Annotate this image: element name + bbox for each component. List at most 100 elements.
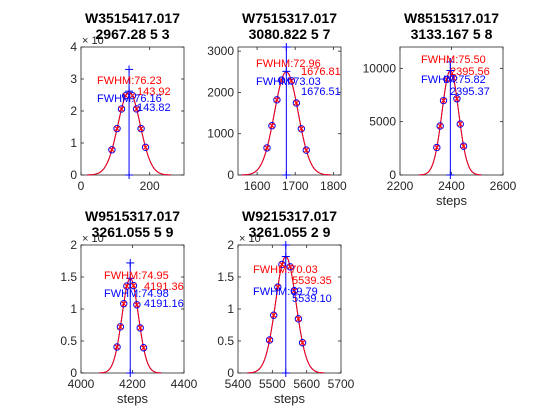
subplot-title: W9215317.017 <box>242 208 337 224</box>
red-data-point <box>270 312 277 319</box>
peak-position-blue-label: 4191.16 <box>144 298 184 310</box>
plus-marker <box>282 171 291 179</box>
fwhm-red-label: FWHM:76.23 <box>97 75 162 87</box>
red-data-point <box>274 284 281 290</box>
y-tick-label: 0 <box>70 168 77 182</box>
x-tick-label: 0 <box>78 179 85 193</box>
plus-marker <box>126 258 135 267</box>
peak-position-blue-label: 5539.10 <box>292 293 332 305</box>
red-data-point <box>288 77 295 84</box>
peak-position-blue-label: 1676.51 <box>301 86 341 98</box>
red-data-point <box>303 147 310 153</box>
red-data-point <box>266 337 273 343</box>
fwhm-red-label: FWHM:72.96 <box>256 58 321 70</box>
subplot-subtitle: 3133.167 5 8 <box>411 26 493 42</box>
plus-marker <box>126 369 135 377</box>
blue-data-point <box>137 124 145 133</box>
red-data-point <box>450 75 457 81</box>
red-data-point <box>444 76 450 83</box>
subplot-title: W9515317.017 <box>85 208 180 224</box>
red-data-point <box>129 92 136 99</box>
subplot-subtitle: 2967.28 5 3 <box>96 26 170 42</box>
plus-marker <box>446 171 455 179</box>
red-data-point <box>130 282 137 289</box>
y-tick-label: 5000 <box>369 115 396 129</box>
y-tick-label: 2 <box>70 104 77 118</box>
x-tick-label: 2600 <box>490 179 517 193</box>
plot-area <box>237 46 342 176</box>
x-tick-label: 1600 <box>244 179 271 193</box>
blue-data-point <box>298 339 307 347</box>
red-data-point <box>274 96 280 103</box>
plus-marker <box>281 252 290 261</box>
x-tick-label: 1700 <box>282 179 309 193</box>
peak-position-red-label: 5539.35 <box>292 275 332 287</box>
blue-data-point <box>456 120 464 128</box>
x-tick-label: 2200 <box>387 179 414 193</box>
red-data-point <box>264 145 270 151</box>
red-data-point <box>122 92 129 99</box>
y-tick-label: 1000 <box>207 127 234 141</box>
peak-position-red-label: 2395.56 <box>450 66 490 78</box>
blue-data-point <box>133 301 141 309</box>
red-data-point <box>133 106 140 112</box>
blue-data-point <box>294 315 303 323</box>
plus-marker <box>126 274 135 283</box>
y-tick-label: 0 <box>227 366 234 380</box>
fwhm-blue-label: FWHM:73.03 <box>256 76 321 88</box>
blue-data-point <box>116 323 125 331</box>
fwhm-blue-label: FWHM:69.79 <box>253 286 318 298</box>
y-tick-label: 3000 <box>207 44 234 58</box>
red-data-point <box>433 144 440 151</box>
x-axis-label: steps <box>274 391 306 406</box>
subplot-subtitle: 3261.055 2 9 <box>249 224 331 240</box>
peak-position-blue-label: 143.82 <box>137 102 171 114</box>
x-tick-label: 5500 <box>259 377 286 391</box>
blue-data-point <box>117 105 126 113</box>
plus-marker <box>125 171 134 179</box>
blue-data-point <box>113 343 121 351</box>
red-data-point <box>123 283 130 289</box>
y-exponent-label: × 10 <box>82 233 104 245</box>
plus-marker <box>446 66 455 75</box>
x-tick-label: 200 <box>140 179 160 193</box>
y-tick-label: 0.5 <box>217 334 234 348</box>
plus-marker <box>281 241 290 249</box>
peak-position-red-label: 143.92 <box>137 86 171 98</box>
y-tick-label: 0.5 <box>60 334 77 348</box>
blue-data-point <box>136 324 144 332</box>
blue-data-point <box>433 143 441 152</box>
y-tick-label: 1 <box>70 302 77 316</box>
peak-position-red-label: 4191.36 <box>144 281 184 293</box>
subplot-title: W3515417.017 <box>85 10 180 26</box>
blue-data-point <box>436 122 444 130</box>
subplot-4: 4000 4200 4400 0 0.5 1 1.5 2 × 10 W9515317.017326… <box>60 208 197 406</box>
red-data-point <box>440 97 447 104</box>
red-data-point <box>114 344 120 350</box>
red-data-point <box>460 143 467 149</box>
y-tick-label: 2 <box>70 238 77 252</box>
plot-area <box>80 244 185 374</box>
y-tick-label: 1 <box>227 302 234 316</box>
x-tick-label: 5600 <box>293 377 320 391</box>
subplot-subtitle: 3261.055 5 9 <box>92 224 174 240</box>
blue-data-point <box>453 95 461 103</box>
blue-data-point <box>302 146 310 154</box>
blue-data-point <box>139 344 148 352</box>
y-tick-label: 0 <box>227 168 234 182</box>
plus-marker <box>125 65 134 74</box>
red-data-point <box>295 316 302 322</box>
x-tick-label: 4200 <box>119 377 146 391</box>
y-exponent-label: × 10 <box>82 35 104 47</box>
red-data-point <box>287 263 294 270</box>
plus-marker <box>125 87 134 96</box>
blue-data-point <box>290 287 299 295</box>
x-tick-label: 5700 <box>328 377 355 391</box>
y-tick-label: 1 <box>70 136 77 150</box>
red-data-point <box>118 106 125 112</box>
blue-data-point <box>277 76 286 84</box>
red-data-point <box>279 261 285 268</box>
subplot-title: W7515317.017 <box>242 10 337 26</box>
red-data-point <box>291 287 298 294</box>
